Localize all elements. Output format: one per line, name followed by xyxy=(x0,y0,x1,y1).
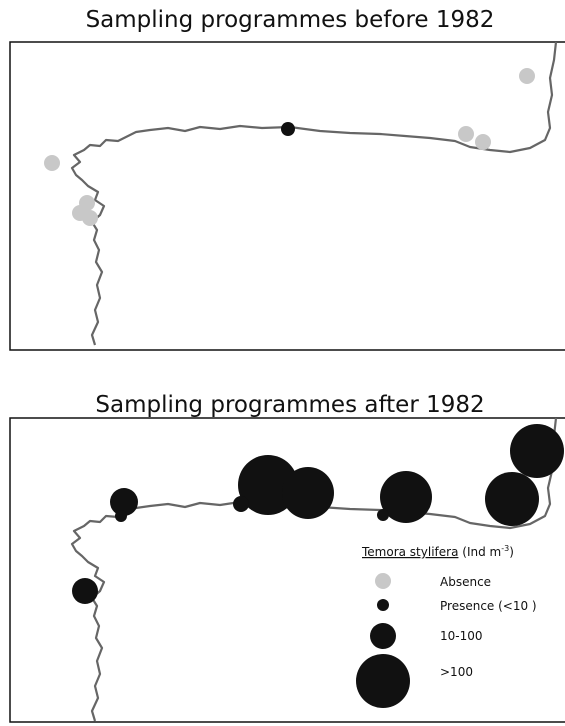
coastline xyxy=(70,416,558,723)
unit: (Ind m xyxy=(462,545,501,559)
legend-symbol xyxy=(375,573,391,589)
sites xyxy=(72,424,564,604)
legend-label: 10-100 xyxy=(440,629,483,643)
legend-symbol xyxy=(377,599,389,611)
sites xyxy=(44,68,535,226)
legend-label: Absence xyxy=(440,575,491,589)
map-title: Sampling programmes before 1982 xyxy=(86,7,495,33)
legend-symbol xyxy=(356,654,410,708)
map-frame xyxy=(9,41,565,351)
map-frame xyxy=(9,417,565,723)
legend-title: Temora stylifera (Ind m-3) xyxy=(361,544,514,559)
legend: Temora stylifera (Ind m-3) Absence Prese… xyxy=(356,544,537,708)
legend-label: Presence (<10 ) xyxy=(440,599,537,613)
map-title: Sampling programmes after 1982 xyxy=(95,392,484,418)
legend-label: >100 xyxy=(440,665,473,679)
species: Temora stylifera xyxy=(361,545,458,559)
unit-exponent: -3 xyxy=(501,544,509,553)
legend-symbol xyxy=(370,623,396,649)
unit-close: ) xyxy=(509,545,514,559)
coastline xyxy=(70,40,558,347)
